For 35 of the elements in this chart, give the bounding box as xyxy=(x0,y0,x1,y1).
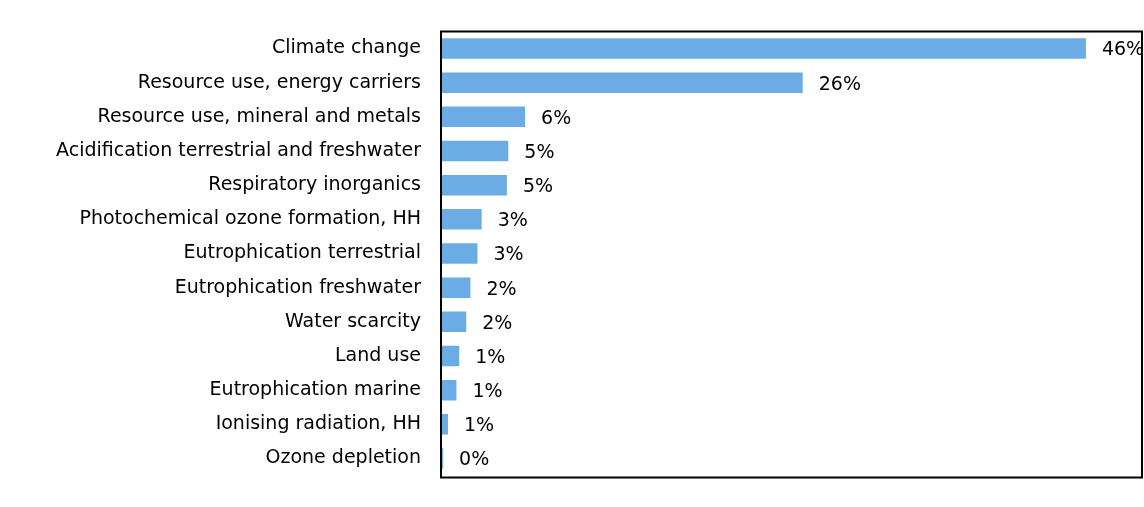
y-tick-label: Eutrophication freshwater xyxy=(174,274,422,297)
bar xyxy=(441,38,1086,59)
y-tick-label: Eutrophication marine xyxy=(209,377,421,400)
data-label: 5% xyxy=(524,139,555,162)
bar xyxy=(441,277,471,298)
y-tick-label: Water scarcity xyxy=(284,308,421,331)
data-label: 1% xyxy=(475,344,506,367)
bar xyxy=(441,106,526,128)
bar xyxy=(441,311,467,333)
y-tick-label: Acidification terrestrial and freshwater xyxy=(56,137,422,160)
bar xyxy=(441,174,507,196)
data-label: 3% xyxy=(493,242,524,265)
data-label: 1% xyxy=(464,413,495,436)
y-tick-label: Climate change xyxy=(271,35,421,58)
y-tick-label: Resource use, mineral and metals xyxy=(97,103,421,126)
data-label: 6% xyxy=(541,105,572,128)
data-label: 2% xyxy=(482,310,513,333)
bar xyxy=(441,243,478,264)
data-label: 1% xyxy=(472,379,503,402)
bar xyxy=(441,140,509,162)
data-label: 0% xyxy=(459,447,490,470)
bar xyxy=(441,72,803,93)
y-tick-label: Photochemical ozone formation, HH xyxy=(79,206,421,229)
bar xyxy=(441,345,460,367)
y-tick-label: Respiratory inorganics xyxy=(208,172,421,195)
y-tick-label: Land use xyxy=(334,342,421,365)
data-label: 5% xyxy=(522,174,554,197)
data-label: 3% xyxy=(497,208,528,231)
bar xyxy=(441,209,482,230)
data-label: 26% xyxy=(818,71,861,94)
y-tick-label: Ionising radiation, HH xyxy=(215,411,421,434)
y-tick-label: Ozone depletion xyxy=(265,445,421,468)
data-label: 2% xyxy=(486,276,517,299)
y-tick-label: Resource use, energy carriers xyxy=(137,69,421,92)
y-tick-label: Eutrophication terrestrial xyxy=(183,240,421,263)
